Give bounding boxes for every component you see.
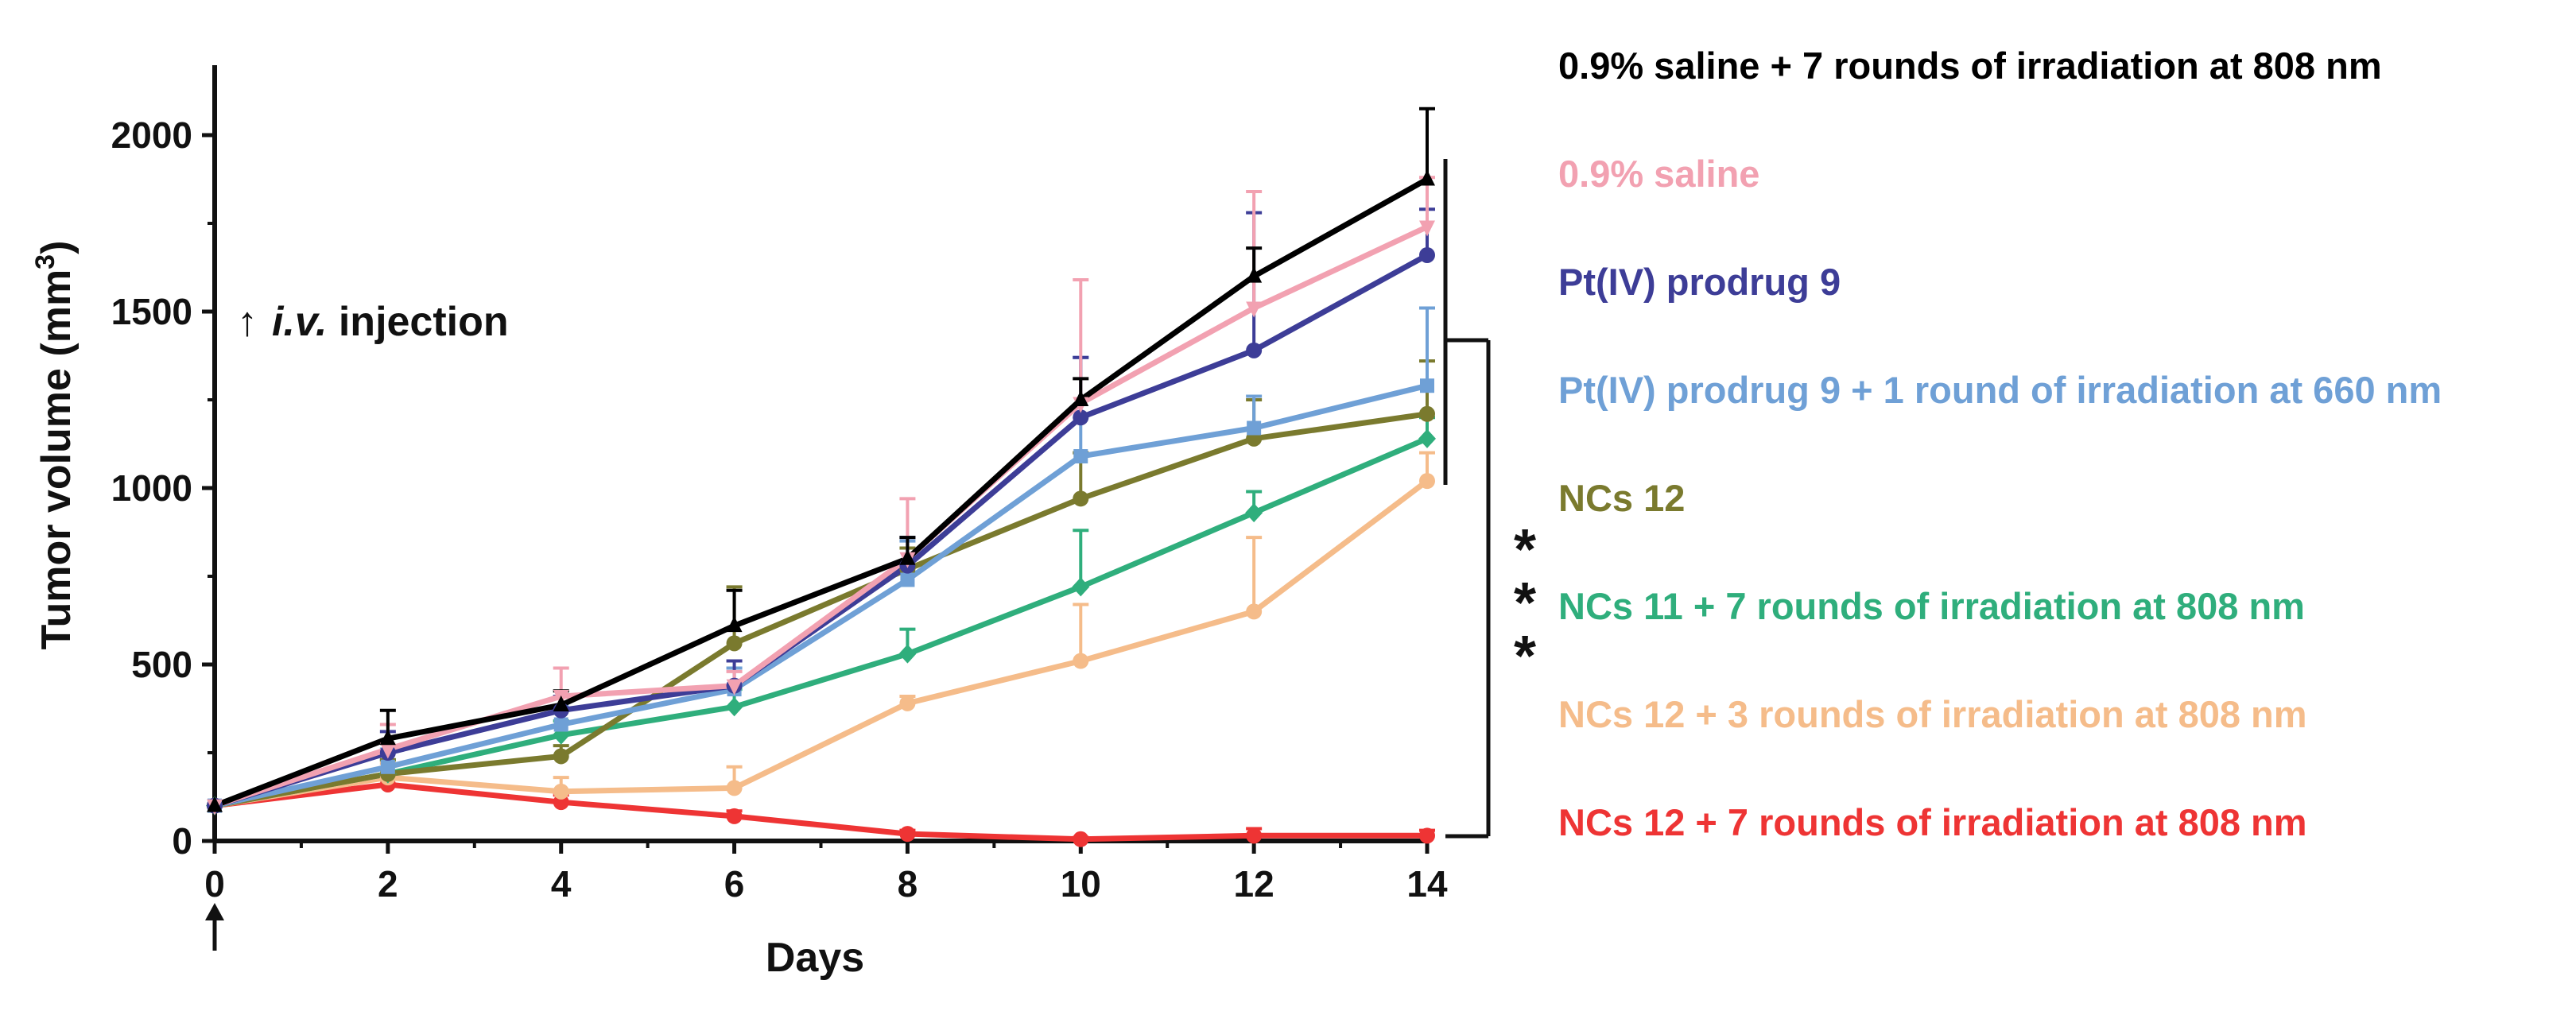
x-axis-title: Days	[766, 935, 864, 981]
data-point	[1246, 827, 1263, 844]
significance-star: *	[1514, 571, 1536, 635]
significance-stars: ***	[1514, 518, 1536, 688]
data-point	[1420, 378, 1434, 393]
data-point	[1073, 653, 1089, 669]
data-point	[1419, 246, 1435, 263]
data-point	[726, 635, 743, 652]
legend-item: NCs 12	[1558, 477, 1686, 519]
data-point	[726, 616, 743, 633]
legend: 0.9% saline + 7 rounds of irradiation at…	[1558, 46, 2568, 911]
data-point	[1072, 577, 1090, 597]
data-point	[553, 783, 569, 800]
legend-item: NCs 12 + 3 rounds of irradiation at 808 …	[1558, 693, 2307, 735]
data-point	[1246, 301, 1263, 318]
significance-star: *	[1514, 518, 1536, 582]
y-tick-label: 1000	[111, 467, 192, 509]
data-point	[726, 808, 743, 824]
data-point	[207, 796, 223, 812]
data-point	[1419, 827, 1435, 844]
series-line	[211, 411, 1430, 809]
series-markers	[206, 169, 1436, 847]
series-line	[211, 252, 1430, 809]
data-point	[1246, 603, 1263, 620]
series-line	[211, 223, 1430, 809]
series-line	[211, 176, 1430, 809]
up-arrow-icon: ↑	[237, 299, 258, 345]
data-point	[1073, 490, 1089, 507]
injection-annotation: ↑ i.v. injection	[237, 299, 509, 345]
legend-item: 0.9% saline	[1558, 153, 1760, 195]
data-point	[1073, 390, 1089, 406]
data-point	[553, 748, 569, 765]
data-point	[1246, 342, 1263, 358]
data-point	[725, 697, 743, 717]
y-tick-label: 1500	[111, 291, 192, 332]
data-point	[1419, 405, 1435, 422]
tumor-volume-chart: 0 500 1000 1500 2000 0 2 4 6 8 10 12 14 Days Tumor …	[30, 65, 1536, 981]
data-point	[899, 826, 916, 843]
y-tick-label: 0	[172, 820, 192, 862]
data-point	[1073, 409, 1089, 426]
series-line	[211, 478, 1430, 809]
legend-item: NCs 12 + 7 rounds of irradiation at 808 …	[1558, 801, 2307, 843]
legend-item: Pt(IV) prodrug 9	[1558, 261, 1841, 303]
data-point	[1246, 266, 1263, 283]
series-line	[211, 436, 1430, 809]
injection-label: injection	[327, 299, 508, 345]
data-point	[726, 679, 743, 695]
legend-item: NCs 11 + 7 rounds of irradiation at 808 …	[1558, 585, 2305, 627]
significance-brackets	[1443, 159, 1491, 839]
series-lines	[211, 176, 1430, 843]
data-point	[899, 695, 916, 711]
data-point	[553, 695, 569, 712]
y-tick-label: 500	[131, 644, 192, 685]
x-tick-label: 10	[1061, 863, 1101, 905]
series-line	[211, 382, 1430, 809]
x-axis-ticks: 0 2 4 6 8 10 12 14	[204, 841, 1448, 905]
y-axis-title: Tumor volume (mm3)	[30, 241, 80, 650]
data-point	[1419, 220, 1435, 237]
legend-item: 0.9% saline + 7 rounds of irradiation at…	[1558, 45, 2382, 87]
data-point	[380, 759, 395, 774]
y-axis-title-end: )	[33, 241, 80, 254]
series-line	[211, 781, 1430, 843]
injection-route: i.v.	[272, 299, 327, 345]
x-tick-label: 0	[204, 863, 225, 905]
legend-item: Pt(IV) prodrug 9 + 1 round of irradiatio…	[1558, 369, 2442, 411]
x-tick-label: 6	[724, 863, 745, 905]
data-point	[1247, 420, 1262, 436]
data-point	[1073, 831, 1089, 847]
significance-star: *	[1514, 625, 1536, 688]
data-point	[899, 548, 916, 565]
day-zero-arrow-icon	[205, 903, 224, 951]
x-tick-label: 14	[1406, 863, 1448, 905]
data-point	[898, 644, 917, 664]
y-axis-title-main: Tumor volume (mm	[33, 269, 80, 650]
data-point	[1418, 428, 1436, 448]
x-tick-label: 2	[378, 863, 398, 905]
x-tick-label: 8	[898, 863, 918, 905]
y-axis-ticks: 0 500 1000 1500 2000	[111, 114, 215, 862]
y-tick-label: 2000	[111, 114, 192, 156]
axes	[212, 65, 1427, 843]
data-point	[379, 729, 396, 746]
y-axis-title-superscript: 3	[30, 254, 60, 269]
data-point	[553, 717, 568, 732]
data-point	[1419, 473, 1435, 490]
data-point	[726, 780, 743, 796]
data-point	[900, 572, 915, 587]
data-point	[1073, 449, 1088, 464]
data-point	[1419, 169, 1435, 186]
data-point	[1245, 503, 1263, 523]
data-point	[379, 742, 396, 759]
x-tick-label: 4	[551, 863, 572, 905]
x-tick-label: 12	[1234, 863, 1274, 905]
